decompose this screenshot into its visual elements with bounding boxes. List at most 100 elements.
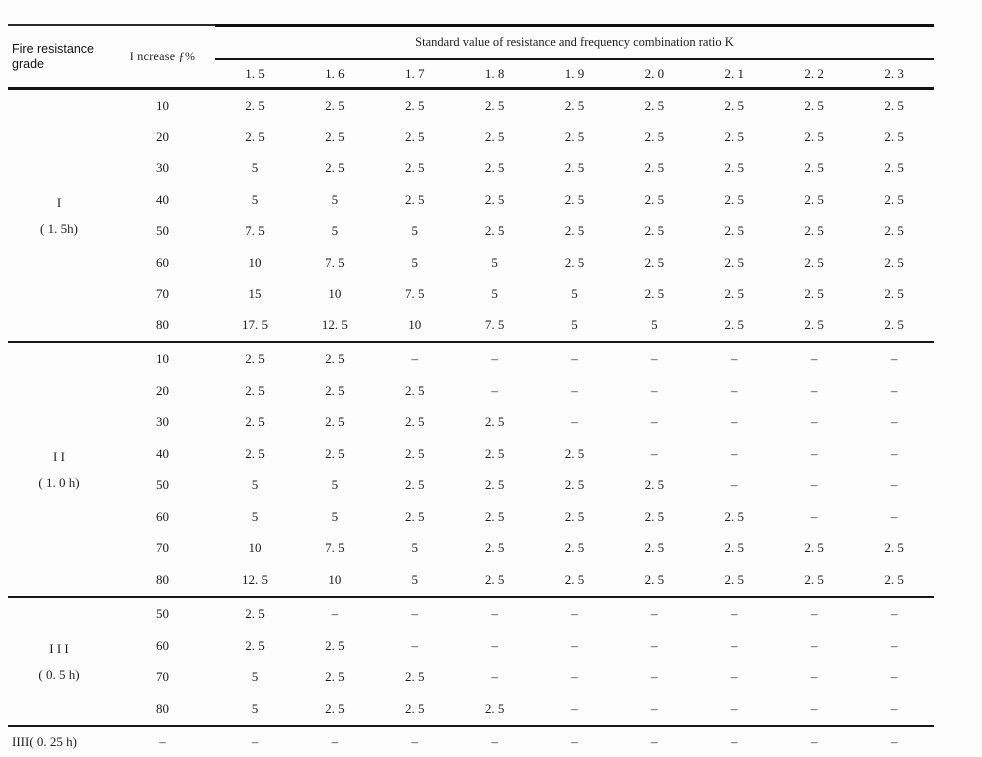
value-cell: – (491, 605, 498, 621)
value-cell: – (651, 350, 658, 366)
increase-cell: 70 (156, 669, 169, 685)
value-cell: 2. 5 (724, 508, 745, 524)
grade-header-line2: grade (12, 56, 44, 71)
value-cell: 2. 5 (484, 97, 505, 113)
value-cell: – (731, 733, 738, 749)
k-column-headers-row: 1. 5 1. 6 1. 7 1. 8 1. 9 2. 0 2. 1 2. 2 2. 3 (215, 58, 934, 87)
table-row: 50 7. 5 5 5 2. 5 2. 5 2. 5 2. 5 2. 5 2. 5 (110, 216, 934, 247)
value-cell: 2. 5 (325, 637, 345, 653)
table-row: 10 2. 5 2. 5 2. 5 2. 5 2. 5 2. 5 2. 5 2. 5 2. 5 (110, 90, 934, 121)
grade-label: I I (53, 449, 65, 464)
value-cell: – (890, 477, 898, 493)
value-cell: 2. 5 (245, 350, 265, 366)
value-cell: – (651, 605, 658, 621)
table-row: 40 5 5 2. 5 2. 5 2. 5 2. 5 2. 5 2. 5 2. 5 (110, 184, 934, 215)
value-cell: 2. 5 (644, 223, 665, 239)
k-column-header: 1. 5 (245, 65, 265, 81)
fire-resistance-table: Fire resistance grade I ncrease ƒ% Stand… (8, 24, 934, 756)
value-cell: 2. 5 (724, 129, 745, 145)
value-cell: – (890, 445, 898, 461)
value-cell: – (890, 637, 898, 653)
value-cell: 5 (251, 669, 259, 685)
value-cell: – (810, 414, 818, 430)
increase-cell: 20 (156, 382, 169, 398)
increase-column-header: I ncrease ƒ% (129, 49, 196, 63)
value-cell: 2. 5 (325, 129, 345, 145)
table-row: 50 5 5 2. 5 2. 5 2. 5 2. 5 – – – (110, 470, 934, 502)
value-cell: 5 (411, 223, 418, 239)
group-rows: – – – – – – – – – – (110, 727, 934, 756)
increase-cell: 30 (156, 160, 169, 176)
value-cell: 2. 5 (564, 254, 585, 270)
table-row: 50 2. 5 – – – – – – – – (110, 598, 934, 630)
value-cell: – (890, 350, 898, 366)
increase-cell: 50 (156, 477, 169, 493)
value-cell: 2. 5 (724, 191, 745, 207)
value-cell: – (571, 414, 578, 430)
value-cell: – (651, 637, 658, 653)
k-header-title: Standard value of resistance and frequen… (415, 34, 734, 49)
value-cell: 2. 5 (804, 540, 824, 556)
grade-header-line1: Fire resistance (12, 41, 94, 56)
value-cell: 10 (408, 317, 422, 333)
value-cell: – (491, 382, 498, 398)
value-cell: 2. 5 (884, 317, 904, 333)
value-cell: 2. 5 (884, 254, 904, 270)
value-cell: – (890, 605, 898, 621)
value-cell: 2. 5 (245, 414, 265, 430)
value-cell: – (571, 605, 578, 621)
value-cell: 2. 5 (724, 540, 745, 556)
value-cell: 2. 5 (804, 129, 824, 145)
value-cell: 2. 5 (484, 445, 505, 461)
value-cell: – (890, 701, 898, 717)
value-cell: 10 (248, 254, 262, 270)
value-cell: 2. 5 (325, 350, 345, 366)
increase-cell: 80 (156, 701, 169, 717)
k-column-header: 1. 7 (404, 65, 425, 81)
value-cell: 2. 5 (325, 445, 345, 461)
value-cell: – (810, 350, 818, 366)
value-cell: 2. 5 (484, 414, 505, 430)
value-cell: 2. 5 (404, 129, 425, 145)
value-cell: 10 (328, 286, 342, 302)
value-cell: 2. 5 (724, 286, 745, 302)
value-cell: – (491, 733, 498, 749)
value-cell: – (731, 382, 738, 398)
value-cell: 2. 5 (484, 129, 505, 145)
table-row: 70 10 7. 5 5 2. 5 2. 5 2. 5 2. 5 2. 5 2. 5 (110, 533, 934, 565)
value-cell: 2. 5 (884, 223, 904, 239)
value-cell: 2. 5 (325, 382, 345, 398)
value-cell: 5 (411, 254, 418, 270)
value-cell: – (651, 382, 658, 398)
value-cell: – (731, 701, 738, 717)
value-cell: – (810, 605, 818, 621)
value-cell: 2. 5 (484, 508, 505, 524)
value-cell: 5 (571, 286, 578, 302)
value-cell: 2. 5 (484, 477, 505, 493)
k-column-header: 2. 3 (884, 65, 904, 81)
value-cell: 2. 5 (325, 669, 345, 685)
increase-cell: 10 (156, 97, 169, 113)
value-cell: 2. 5 (325, 97, 345, 113)
value-cell: 12. 5 (241, 572, 268, 588)
value-cell: 2. 5 (644, 540, 665, 556)
value-cell: 2. 5 (484, 572, 505, 588)
value-cell: – (810, 637, 818, 653)
value-cell: 5 (251, 701, 259, 717)
k-column-header: 1. 9 (564, 65, 585, 81)
value-cell: – (411, 637, 418, 653)
value-cell: 2. 5 (564, 191, 585, 207)
value-cell: 15 (248, 286, 262, 302)
value-cell: 2. 5 (245, 637, 265, 653)
table-row: 80 5 2. 5 2. 5 2. 5 – – – – – (110, 693, 934, 725)
value-cell: 12. 5 (321, 317, 348, 333)
increase-cell: 50 (156, 223, 169, 239)
value-cell: 2. 5 (484, 223, 505, 239)
value-cell: 2. 5 (245, 605, 265, 621)
value-cell: – (890, 733, 898, 749)
increase-cell: 40 (156, 445, 169, 461)
table-row: 60 5 5 2. 5 2. 5 2. 5 2. 5 2. 5 – – (110, 501, 934, 533)
group-rows: 50 2. 5 – – – – – – – – 60 2. 5 2. 5 – – – – – – – 70 5 2. 5 2.… (110, 598, 934, 725)
value-cell: 2. 5 (564, 445, 585, 461)
